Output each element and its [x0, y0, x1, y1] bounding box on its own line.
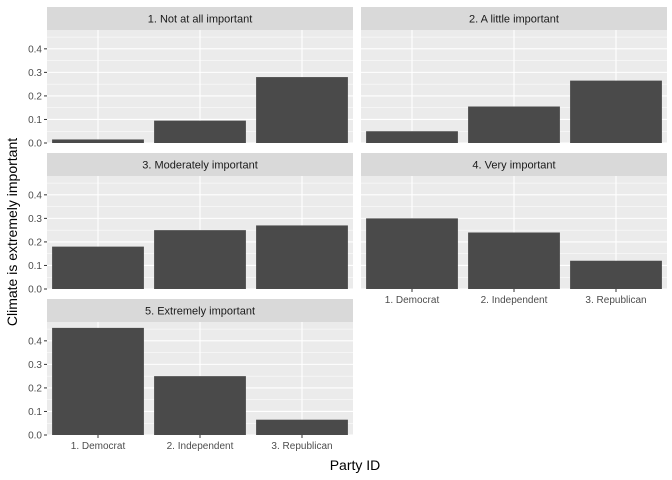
facet-strip: [47, 7, 353, 30]
x-tick-label: 2. Independent: [481, 295, 548, 306]
facet-panel: 1. Not at all important 0.0 0.1 0.2 0.3 0.4: [28, 7, 353, 150]
y-tick-label: 0.2: [28, 91, 42, 102]
bar: [154, 120, 246, 143]
bar: [154, 376, 246, 435]
bar: [256, 419, 348, 435]
bar: [366, 218, 458, 289]
bar: [256, 77, 348, 143]
bar: [468, 106, 560, 143]
facet-title: 4. Very important: [472, 160, 555, 172]
facet-title: 3. Moderately important: [142, 160, 258, 172]
y-tick-label: 0.0: [28, 285, 42, 296]
facet-panel: 2. A little important: [361, 7, 667, 144]
bar: [52, 139, 144, 143]
facet-title: 1. Not at all important: [148, 14, 253, 26]
bar: [570, 80, 662, 143]
bar: [52, 327, 144, 435]
facet-title: 5. Extremely important: [145, 306, 255, 318]
y-tick-label: 0.1: [28, 407, 42, 418]
y-tick-label: 0.1: [28, 261, 42, 272]
x-axis-title: Party ID: [330, 457, 381, 473]
y-tick-label: 0.2: [28, 383, 42, 394]
bar: [366, 131, 458, 143]
facet-strip: [47, 153, 353, 176]
facet-panel: 4. Very important 1. Democrat 2. Independe…: [361, 153, 667, 306]
facet-strip: [361, 7, 667, 30]
y-tick-label: 0.2: [28, 237, 42, 248]
y-tick-label: 0.4: [28, 190, 42, 201]
facet-panel: 5. Extremely important 0.0 0.1 0.2 0.3 0.4 1. …: [28, 299, 353, 452]
x-tick-label: 1. Democrat: [71, 441, 126, 452]
bar: [468, 232, 560, 289]
x-tick-label: 2. Independent: [167, 441, 234, 452]
bar: [154, 230, 246, 289]
facet-title: 2. A little important: [469, 14, 559, 26]
y-tick-label: 0.3: [28, 68, 42, 79]
y-axis-title: Climate is extremely important: [4, 138, 20, 326]
x-tick-label: 1. Democrat: [385, 295, 440, 306]
facet-panel: 3. Moderately important 0.0 0.1 0.2 0.3 0.4: [28, 153, 353, 296]
x-tick-label: 3. Republican: [585, 295, 646, 306]
facet-strip: [47, 299, 353, 322]
y-tick-label: 0.0: [28, 431, 42, 442]
x-tick-label: 3. Republican: [271, 441, 332, 452]
y-tick-label: 0.3: [28, 360, 42, 371]
facet-strip: [361, 153, 667, 176]
bar: [52, 246, 144, 289]
y-tick-label: 0.4: [28, 336, 42, 347]
bar: [256, 225, 348, 289]
y-tick-label: 0.3: [28, 214, 42, 225]
y-tick-label: 0.1: [28, 115, 42, 126]
bar: [570, 260, 662, 289]
facet-panels: 1. Not at all important 0.0 0.1 0.2 0.3 0.4 2.…: [28, 7, 667, 452]
y-tick-label: 0.4: [28, 44, 42, 55]
y-tick-label: 0.0: [28, 139, 42, 150]
